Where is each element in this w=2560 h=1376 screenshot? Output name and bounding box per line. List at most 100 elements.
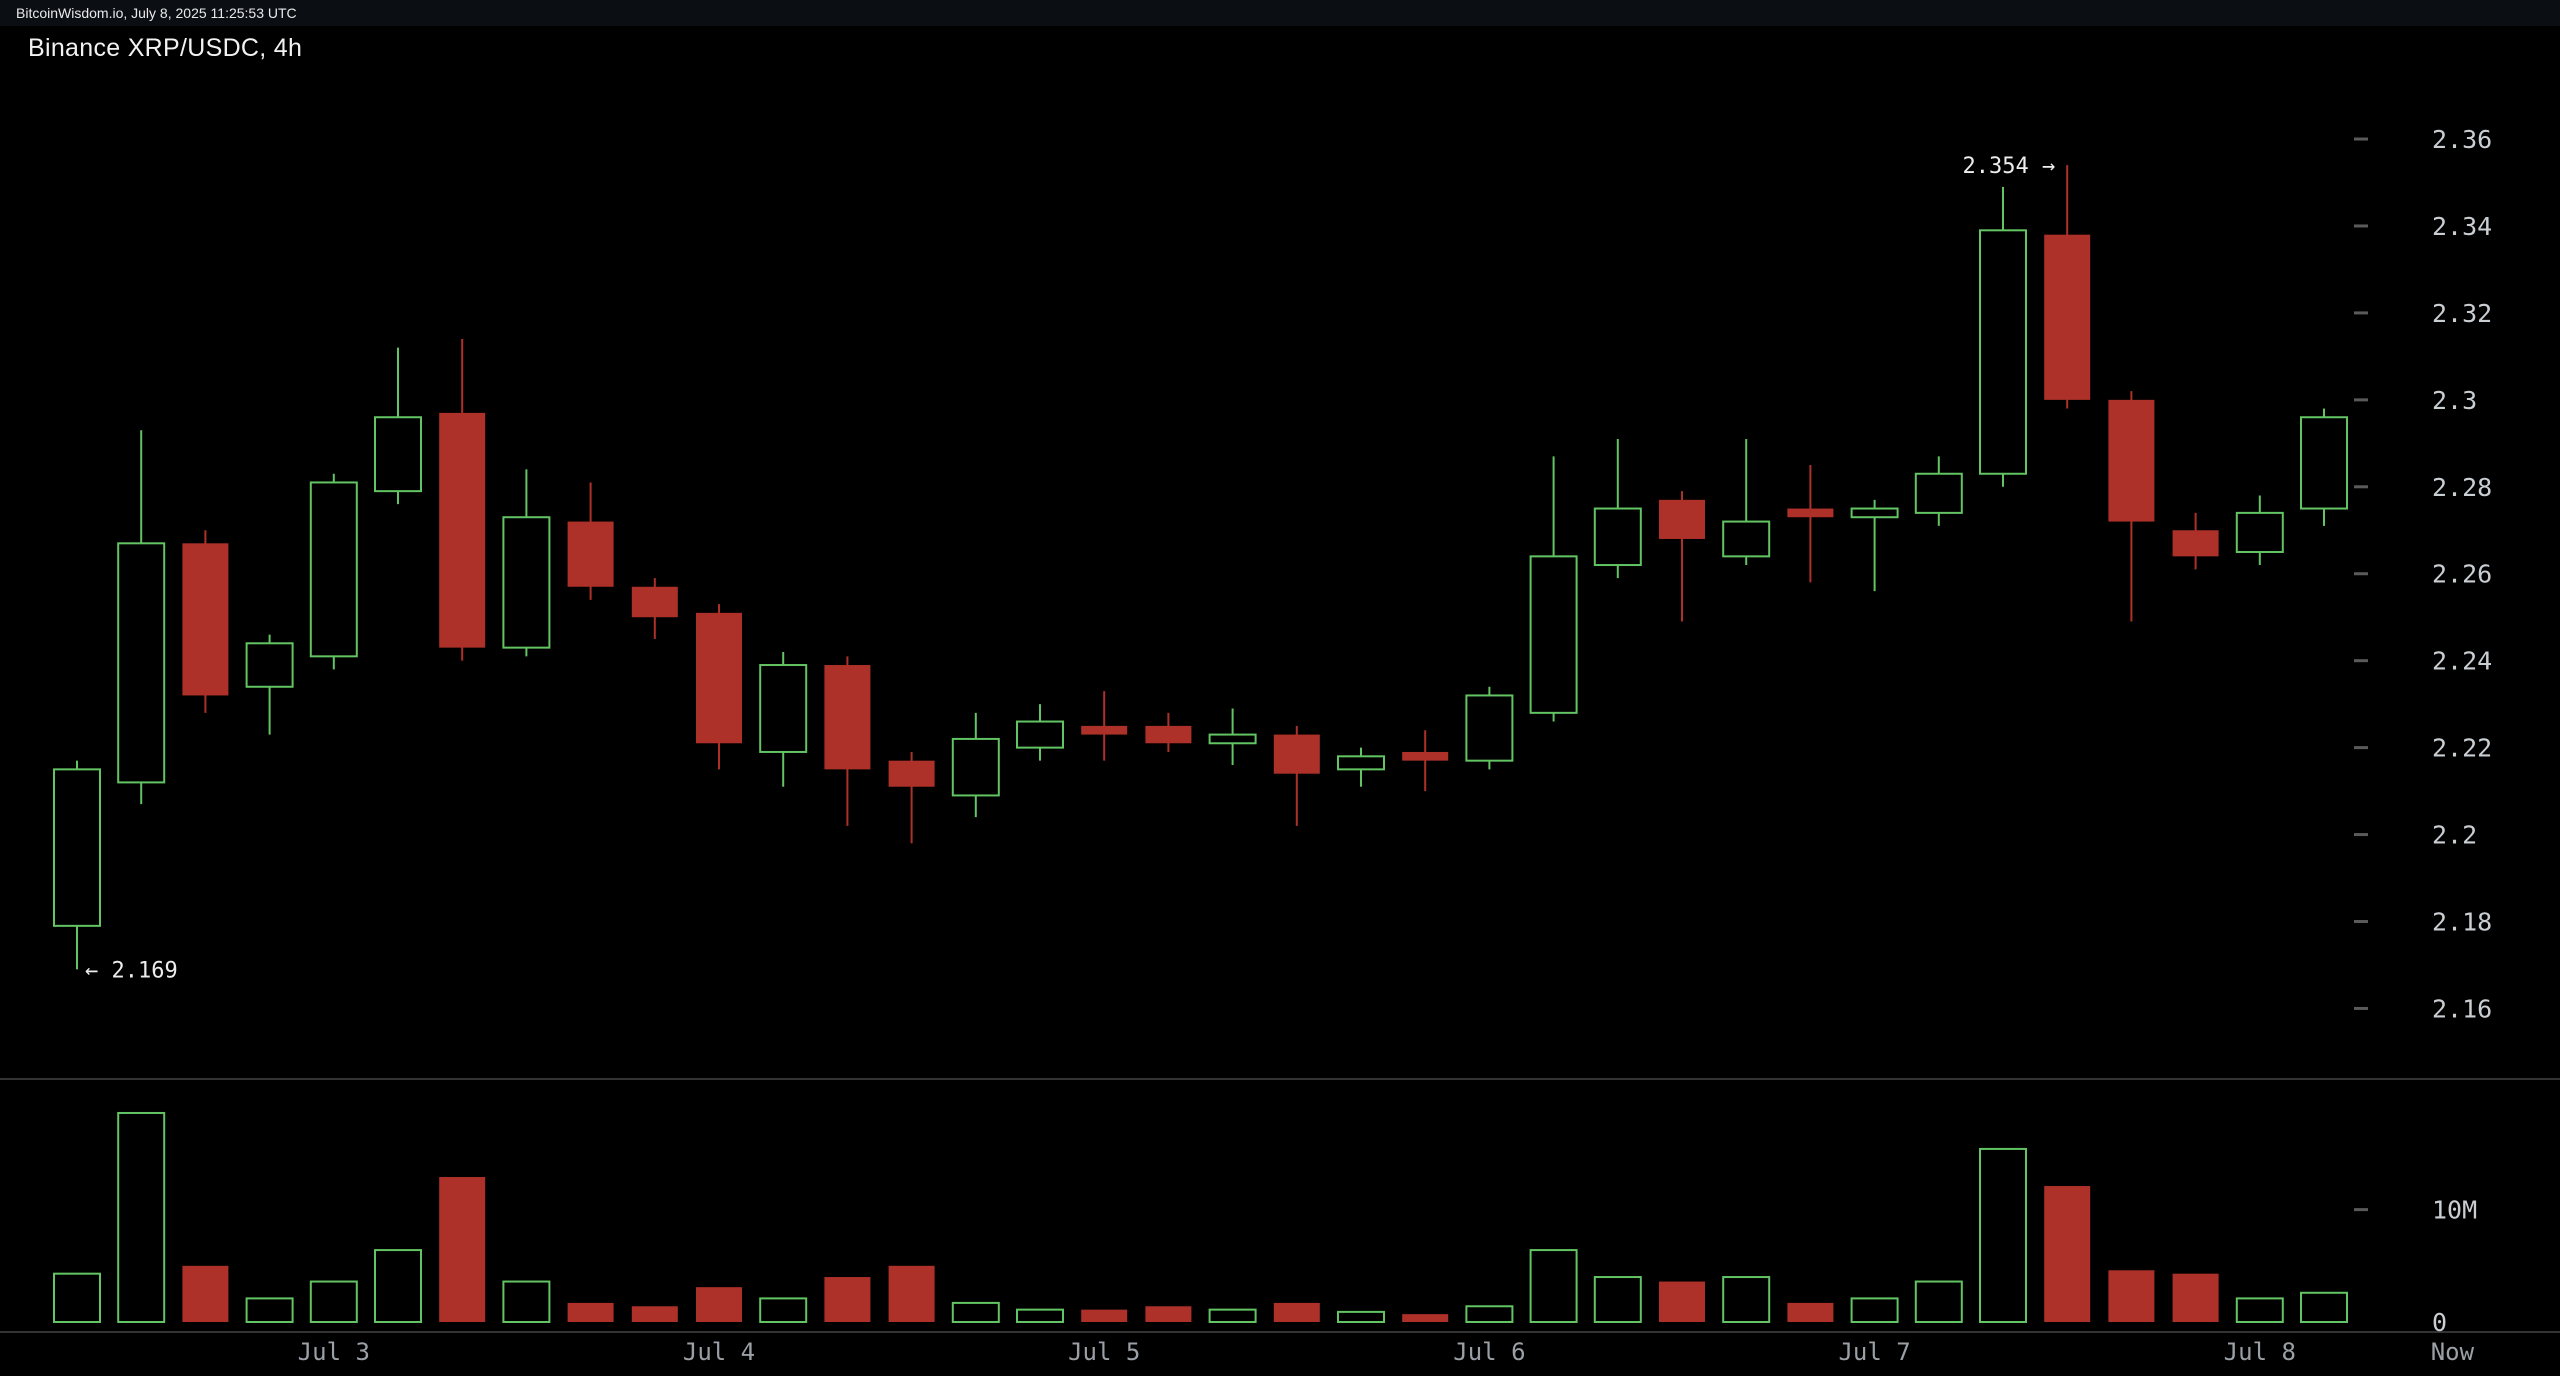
volume-bar (567, 1302, 614, 1322)
candle-body (309, 481, 358, 658)
candle-body (631, 586, 678, 618)
volume-bar (439, 1177, 486, 1322)
candle-body (1273, 734, 1320, 774)
candle-body (1337, 755, 1385, 771)
candle-body (567, 521, 614, 587)
volume-bar (2172, 1273, 2219, 1322)
candle-body (53, 768, 101, 927)
volume-bar (182, 1265, 229, 1322)
volume-bar (1337, 1310, 1385, 1324)
volume-bar (951, 1301, 1000, 1324)
candle-body (1208, 733, 1257, 745)
candle-body (2044, 234, 2091, 400)
volume-bar (53, 1272, 101, 1323)
volume-bar (1465, 1305, 1514, 1324)
date-tick-label: Jul 3 (298, 1338, 370, 1366)
candle-body (117, 542, 166, 784)
candle-body (2300, 416, 2348, 510)
volume-bar (1081, 1309, 1128, 1322)
date-tick-label: Jul 8 (2224, 1338, 2296, 1366)
volume-bar (2300, 1291, 2348, 1324)
candle-body (182, 543, 229, 696)
price-annotation-label: ← 2.169 (85, 958, 178, 983)
site-and-clock-text: BitcoinWisdom.io, July 8, 2025 11:25:53 … (16, 5, 297, 21)
volume-tick-label: 10M (2432, 1196, 2477, 1225)
candle-body (439, 412, 486, 648)
volume-bar (1659, 1281, 1705, 1322)
candle-body (1659, 499, 1705, 539)
volume-bar (117, 1111, 166, 1323)
candle-body (1465, 694, 1514, 762)
price-tick-label: 2.36 (2432, 125, 2492, 154)
volume-bar (1979, 1147, 2027, 1324)
candles (53, 165, 2348, 970)
volume-bar (1145, 1306, 1192, 1322)
date-axis: Jul 3 Jul 4 Jul 5 Jul 6 Jul 7 Jul 8 Now (298, 1338, 2475, 1366)
price-tick-label: 2.2 (2432, 821, 2477, 850)
volume-bar (245, 1297, 294, 1324)
price-tick-label: 2.3 (2432, 386, 2477, 415)
top-status-bar: BitcoinWisdom.io, July 8, 2025 11:25:53 … (0, 0, 2560, 26)
volume-bar (1593, 1276, 1642, 1323)
date-tick-label: Jul 7 (1838, 1338, 1910, 1366)
candle-body (888, 760, 935, 787)
volume-bar (1529, 1249, 1578, 1323)
candle-body (824, 665, 871, 770)
candle-body (1081, 725, 1128, 735)
date-tick-label: Now (2431, 1338, 2475, 1366)
price-tick-label: 2.26 (2432, 560, 2492, 589)
price-annotation-label: 2.354 → (1962, 154, 2055, 179)
volume-bar (631, 1306, 678, 1322)
candle-body (245, 642, 294, 688)
price-tick-label: 2.34 (2432, 212, 2492, 241)
candle-body (1722, 520, 1771, 558)
candle-body (502, 516, 551, 649)
candle-body (1979, 229, 2027, 475)
volume-bar (888, 1265, 935, 1322)
candle-body (696, 612, 742, 744)
candle-body (2235, 511, 2284, 554)
volume-bars (53, 1111, 2348, 1324)
volume-bar (2235, 1297, 2284, 1324)
candle-body (1850, 507, 1899, 519)
price-axis: 2.36 2.34 2.32 2.3 2.28 2.26 2.24 2.22 2.2 2.18 2.… (2354, 125, 2492, 1023)
volume-bar (502, 1280, 551, 1323)
candle-body (1914, 472, 1963, 514)
volume-bar (1208, 1308, 1257, 1323)
candle-body (1145, 725, 1192, 744)
volume-bar (1787, 1302, 1834, 1322)
volume-bar (696, 1287, 742, 1322)
candle-body (951, 737, 1000, 797)
price-tick-label: 2.24 (2432, 647, 2492, 676)
candle-body (2172, 530, 2219, 557)
volume-bar (1722, 1276, 1771, 1323)
volume-axis: 10M 0 (2354, 1196, 2477, 1337)
volume-bar (759, 1297, 808, 1324)
volume-tick-label: 0 (2432, 1308, 2447, 1337)
candle-body (759, 664, 808, 753)
price-tick-label: 2.28 (2432, 473, 2492, 502)
date-tick-label: Jul 4 (683, 1338, 755, 1366)
price-annotations: ← 2.169 2.354 → (85, 154, 2055, 983)
candle-body (1593, 507, 1642, 567)
candle-body (1016, 720, 1064, 749)
volume-bar (1273, 1302, 1320, 1322)
volume-bar (309, 1280, 358, 1323)
price-tick-label: 2.22 (2432, 734, 2492, 763)
date-tick-label: Jul 5 (1068, 1338, 1140, 1366)
date-tick-label: Jul 6 (1453, 1338, 1525, 1366)
price-tick-label: 2.18 (2432, 908, 2492, 937)
candle-body (1787, 508, 1834, 518)
candle-body (1402, 751, 1449, 761)
pane-separators (0, 1078, 2560, 1333)
price-tick-label: 2.16 (2432, 994, 2492, 1023)
volume-bar (1850, 1297, 1899, 1324)
price-tick-label: 2.32 (2432, 299, 2492, 328)
volume-bar (1016, 1308, 1064, 1323)
candle-body (374, 416, 422, 493)
chart-title: Binance XRP/USDC, 4h (28, 34, 303, 62)
volume-bar (1914, 1280, 1963, 1323)
